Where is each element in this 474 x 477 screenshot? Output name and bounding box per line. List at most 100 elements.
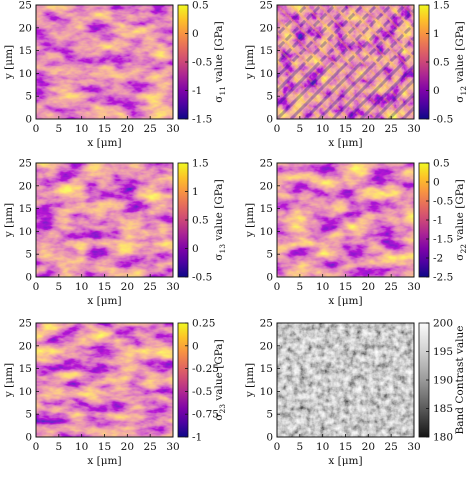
colorbar-tick-label: 0 — [192, 243, 199, 255]
x-tick-label: 0 — [33, 441, 40, 453]
x-tick-label: 15 — [339, 441, 352, 453]
y-tick-label: 15 — [260, 363, 273, 375]
colorbar-tick-label: 200 — [433, 318, 453, 330]
y-tick-label: 5 — [25, 91, 32, 103]
y-tick-label: 10 — [19, 386, 32, 398]
y-tick-label: 25 — [19, 158, 32, 170]
colorbar-tick-label: -0.5 — [192, 386, 212, 398]
x-tick-label: 15 — [339, 123, 352, 135]
colorbar-tick-label: 0 — [192, 28, 199, 40]
heatmap-panel-4: 0 5 10 15 20 25 30 0 5 10 15 20 25 x [μm] y [μm] 0.5 0 -0… — [244, 158, 468, 308]
y-tick-label: 5 — [266, 91, 273, 103]
y-tick-label: 5 — [25, 249, 32, 261]
x-tick-label: 15 — [339, 281, 352, 293]
x-tick-label: 20 — [362, 441, 375, 453]
y-axis-label: y [μm] — [3, 203, 15, 238]
x-tick-label: 30 — [407, 441, 420, 453]
heatmap-field — [36, 5, 173, 119]
colorbar-tick-label: -1 — [192, 85, 202, 97]
y-tick-label: 5 — [25, 409, 32, 421]
colorbar-tick-label: -0.5 — [192, 57, 212, 69]
y-tick-label: 25 — [19, 0, 32, 12]
y-tick-label: 15 — [19, 363, 32, 375]
y-tick-label: 10 — [19, 226, 32, 238]
y-tick-label: 0 — [25, 432, 32, 444]
colorbar-tick-label: 1.5 — [192, 158, 209, 170]
colorbar-tick-label: 0 — [433, 85, 440, 97]
x-tick-label: 5 — [296, 441, 303, 453]
diagonal-bands — [277, 5, 414, 119]
y-tick-label: 15 — [260, 203, 273, 215]
x-tick-label: 5 — [296, 281, 303, 293]
x-tick-label: 10 — [316, 281, 329, 293]
y-tick-label: 0 — [25, 272, 32, 284]
x-tick-label: 30 — [166, 441, 179, 453]
colorbar-tick-label: -0.25 — [192, 363, 219, 375]
x-tick-label: 5 — [55, 123, 62, 135]
colorbar-tick-label: -0.5 — [433, 196, 453, 208]
colorbar-tick-label: -1 — [433, 215, 443, 227]
y-tick-label: 10 — [260, 386, 273, 398]
y-axis-label: y [μm] — [3, 45, 15, 80]
y-tick-label: 25 — [260, 318, 273, 330]
y-tick-label: 15 — [260, 45, 273, 57]
x-tick-label: 0 — [33, 281, 40, 293]
x-tick-label: 15 — [98, 281, 111, 293]
colorbar-tick-label: 0.5 — [433, 57, 450, 69]
y-tick-label: 0 — [266, 272, 273, 284]
x-tick-label: 0 — [274, 281, 281, 293]
x-tick-label: 15 — [98, 123, 111, 135]
y-tick-label: 5 — [266, 409, 273, 421]
colorbar-tick-label: 0.5 — [192, 215, 209, 227]
heatmap-field — [36, 323, 173, 437]
x-axis-label: x [μm] — [328, 455, 362, 467]
colorbar-tick-label: 195 — [433, 346, 453, 358]
heatmap-panel-3: 0 5 10 15 20 25 30 0 5 10 15 20 25 x [μm] y [μm] 1.5 1 0.… — [3, 158, 227, 308]
x-tick-label: 25 — [384, 441, 397, 453]
y-axis-label: y [μm] — [3, 363, 15, 398]
colorbar-label: Band Contrast value — [454, 326, 466, 435]
x-axis-label: x [μm] — [328, 295, 362, 307]
x-tick-label: 25 — [384, 281, 397, 293]
colorbar-tick-label: 190 — [433, 375, 453, 387]
colorbar-tick-label: 0 — [433, 177, 440, 189]
heatmap-panel-2: 0 5 10 15 20 25 30 0 5 10 15 20 25 x [μm] y [μm] 1.5 1 0.… — [244, 0, 468, 149]
colorbar-tick-label: -0.75 — [192, 409, 219, 421]
x-tick-label: 10 — [75, 441, 88, 453]
colorbar-tick-label: 1 — [192, 186, 199, 198]
colorbar-tick-label: -1 — [192, 432, 202, 444]
x-axis-label: x [μm] — [87, 455, 121, 467]
colorbar-tick-label: -0.5 — [192, 272, 212, 284]
heatmap-panel-1: 0 5 10 15 20 25 30 0 5 10 15 20 25 x [μm] y [μm] 0.5 0 -0… — [3, 0, 227, 149]
x-tick-label: 20 — [121, 281, 134, 293]
y-tick-label: 20 — [19, 22, 32, 34]
colorbar-label: σ23 value [GPa] — [213, 339, 227, 420]
colorbar-tick-label: -1.5 — [433, 234, 453, 246]
colorbar-label: σ12 value [GPa] — [454, 21, 468, 102]
x-tick-label: 25 — [384, 123, 397, 135]
x-tick-label: 0 — [274, 441, 281, 453]
colorbar-label: σ11 value [GPa] — [213, 21, 227, 102]
colorbar-tick-label: -2 — [433, 253, 443, 265]
x-tick-label: 10 — [75, 281, 88, 293]
x-tick-label: 25 — [143, 123, 156, 135]
x-tick-label: 25 — [143, 441, 156, 453]
colorbar-label: σ13 value [GPa] — [213, 179, 227, 260]
x-tick-label: 30 — [407, 123, 420, 135]
y-tick-label: 0 — [266, 114, 273, 126]
x-tick-label: 20 — [121, 441, 134, 453]
x-tick-label: 15 — [98, 441, 111, 453]
x-tick-label: 5 — [55, 281, 62, 293]
colorbar — [177, 322, 189, 438]
y-axis-label: y [μm] — [244, 45, 256, 80]
colorbar-tick-label: 185 — [433, 403, 453, 415]
colorbar-tick-label: 1 — [433, 28, 440, 40]
x-axis-label: x [μm] — [87, 137, 121, 149]
y-tick-label: 15 — [19, 45, 32, 57]
heatmap-field — [277, 323, 414, 437]
y-tick-label: 20 — [260, 340, 273, 352]
x-tick-label: 0 — [33, 123, 40, 135]
x-tick-label: 20 — [121, 123, 134, 135]
heatmap-panel-6: 0 5 10 15 20 25 30 0 5 10 15 20 25 x [μm] y [μm] 200 195… — [244, 318, 466, 468]
